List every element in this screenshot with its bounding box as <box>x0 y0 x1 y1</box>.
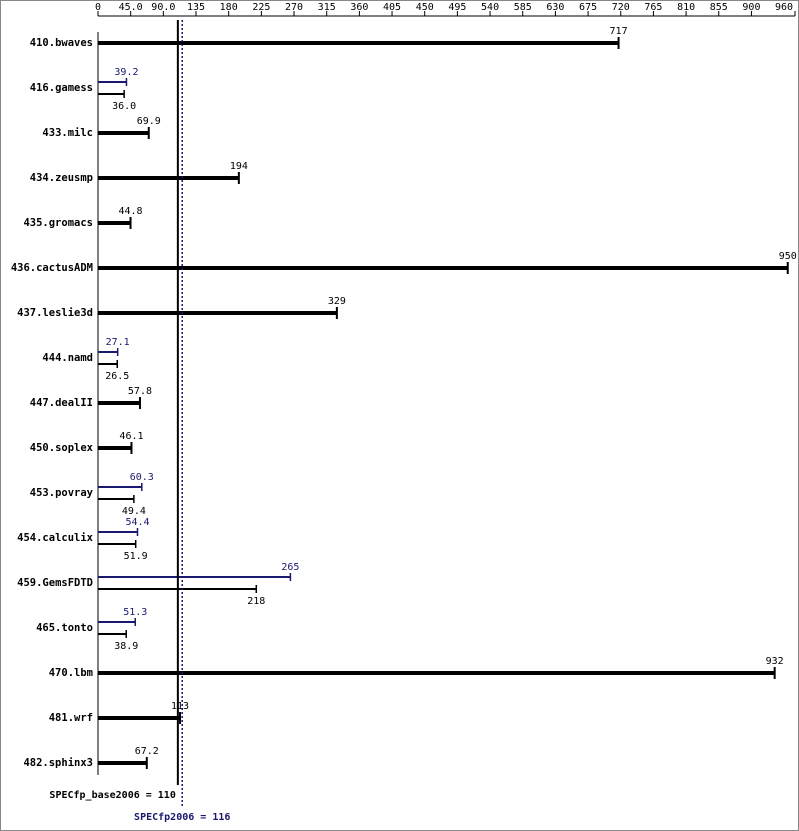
base-value-label: 26.5 <box>105 371 129 382</box>
base-value-label: 51.9 <box>124 551 148 562</box>
reference-label: SPECfp2006 = 116 <box>134 812 230 823</box>
category-label: 450.soplex <box>30 442 94 454</box>
x-tick-label: 0 <box>95 2 101 13</box>
category-label: 470.lbm <box>49 667 93 679</box>
x-tick-label: 45.0 <box>119 2 143 13</box>
x-tick-label: 405 <box>383 2 401 13</box>
x-tick-label: 630 <box>546 2 564 13</box>
x-tick-label: 90.0 <box>151 2 175 13</box>
category-label: 410.bwaves <box>30 37 93 49</box>
category-label: 459.GemsFDTD <box>17 577 93 589</box>
reference-label: SPECfp_base2006 = 110 <box>49 790 175 801</box>
base-value-label: 49.4 <box>122 506 146 517</box>
x-tick-label: 765 <box>644 2 662 13</box>
x-tick-label: 450 <box>416 2 434 13</box>
x-tick-label: 900 <box>742 2 760 13</box>
peak-value-label: 265 <box>281 562 299 573</box>
base-value-label: 218 <box>247 596 265 607</box>
category-label: 465.tonto <box>36 622 93 634</box>
x-tick-label: 540 <box>481 2 499 13</box>
category-label: 436.cactusADM <box>11 262 93 274</box>
value-label: 717 <box>610 26 628 37</box>
value-label: 46.1 <box>119 431 143 442</box>
peak-value-label: 27.1 <box>106 337 130 348</box>
x-tick-label: 675 <box>579 2 597 13</box>
category-label: 481.wrf <box>49 712 93 724</box>
x-tick-label: 810 <box>677 2 695 13</box>
category-label: 453.povray <box>30 487 94 499</box>
value-label: 57.8 <box>128 386 152 397</box>
value-label: 44.8 <box>118 206 142 217</box>
peak-value-label: 51.3 <box>123 607 147 618</box>
category-label: 444.namd <box>42 352 93 364</box>
x-tick-label: 360 <box>350 2 368 13</box>
value-label: 69.9 <box>137 116 161 127</box>
peak-value-label: 39.2 <box>114 67 138 78</box>
category-label: 482.sphinx3 <box>23 757 93 769</box>
x-tick-label: 720 <box>612 2 630 13</box>
x-tick-label: 960 <box>775 2 793 13</box>
x-tick-label: 855 <box>710 2 728 13</box>
x-tick-label: 495 <box>448 2 466 13</box>
x-tick-label: 135 <box>187 2 205 13</box>
category-label: 433.milc <box>42 127 93 139</box>
value-label: 194 <box>230 161 248 172</box>
x-tick-label: 585 <box>514 2 532 13</box>
peak-value-label: 60.3 <box>130 472 154 483</box>
base-value-label: 38.9 <box>114 641 138 652</box>
value-label: 932 <box>766 656 784 667</box>
category-label: 435.gromacs <box>23 217 93 229</box>
category-label: 416.gamess <box>30 82 93 94</box>
value-label: 950 <box>779 251 797 262</box>
value-label: 67.2 <box>135 746 159 757</box>
category-label: 437.leslie3d <box>17 307 93 319</box>
x-tick-label: 315 <box>318 2 336 13</box>
category-label: 447.dealII <box>30 397 93 409</box>
value-label: 329 <box>328 296 346 307</box>
value-label: 113 <box>171 701 189 712</box>
category-label: 434.zeusmp <box>30 172 93 184</box>
x-tick-label: 270 <box>285 2 303 13</box>
peak-value-label: 54.4 <box>125 517 149 528</box>
x-tick-label: 225 <box>252 2 270 13</box>
base-value-label: 36.0 <box>112 101 136 112</box>
category-label: 454.calculix <box>17 532 94 544</box>
x-tick-label: 180 <box>220 2 238 13</box>
